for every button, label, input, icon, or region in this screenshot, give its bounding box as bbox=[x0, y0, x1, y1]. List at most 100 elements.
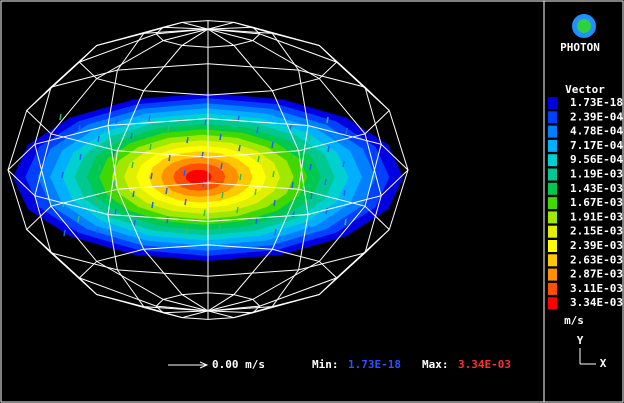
vector bbox=[95, 197, 98, 205]
wireframe bbox=[7, 28, 209, 312]
vector bbox=[219, 133, 222, 141]
legend-label: 2.39E-04 bbox=[570, 110, 623, 123]
legend-swatch bbox=[548, 211, 557, 224]
vector bbox=[257, 155, 260, 163]
vector bbox=[78, 124, 81, 132]
logo-icon bbox=[577, 19, 591, 33]
legend-label: 1.73E-18 bbox=[570, 96, 623, 109]
vector bbox=[77, 215, 80, 223]
reference-value: 0.00 m/s bbox=[212, 358, 265, 371]
vector bbox=[290, 152, 293, 160]
vector bbox=[239, 173, 242, 181]
vector bbox=[327, 145, 330, 153]
vector bbox=[167, 125, 170, 133]
vector bbox=[97, 135, 100, 143]
vector bbox=[184, 198, 187, 206]
vector bbox=[289, 123, 292, 131]
vector bbox=[271, 141, 274, 149]
legend-label: 1.19E-03 bbox=[570, 168, 623, 181]
vector bbox=[183, 169, 186, 177]
vector bbox=[61, 171, 64, 179]
legend-swatch bbox=[548, 197, 557, 210]
vector bbox=[98, 164, 101, 172]
legend-swatch bbox=[548, 182, 557, 195]
vector bbox=[166, 216, 169, 224]
vector bbox=[342, 160, 345, 168]
vector bbox=[221, 191, 224, 199]
legend-label: 7.17E-04 bbox=[570, 139, 623, 152]
legend-label: 2.15E-03 bbox=[570, 225, 623, 238]
wireframe bbox=[207, 28, 382, 314]
vector bbox=[345, 127, 348, 135]
wireframe bbox=[207, 26, 382, 312]
axis-label: Y bbox=[577, 334, 584, 347]
vector bbox=[236, 206, 239, 214]
contour bbox=[185, 169, 212, 185]
vector bbox=[185, 227, 188, 235]
vector bbox=[343, 189, 346, 197]
legend-label: 2.87E-03 bbox=[570, 268, 623, 281]
legend-label: 1.91E-03 bbox=[570, 210, 623, 223]
vector bbox=[344, 218, 347, 226]
vector bbox=[218, 224, 221, 232]
vector bbox=[151, 201, 154, 209]
wireframe bbox=[107, 28, 209, 319]
legend-swatch bbox=[548, 282, 557, 295]
wireframe bbox=[34, 26, 209, 312]
reference-arrow bbox=[199, 361, 209, 369]
legend-swatch bbox=[548, 125, 557, 138]
axis-indicator: Y X bbox=[577, 334, 607, 370]
min-label: Min: bbox=[312, 358, 339, 371]
vector bbox=[309, 163, 312, 171]
vector bbox=[326, 116, 329, 124]
vector bbox=[325, 207, 328, 215]
logo-text: PHOTON bbox=[560, 41, 600, 54]
legend-swatch bbox=[548, 225, 557, 238]
vector bbox=[63, 229, 66, 237]
legend-swatch bbox=[548, 240, 557, 252]
vector bbox=[203, 209, 206, 217]
vector bbox=[60, 142, 63, 150]
vector bbox=[292, 210, 295, 218]
vector bbox=[79, 153, 82, 161]
legend-swatch bbox=[548, 97, 557, 109]
vector bbox=[112, 150, 115, 158]
axis-label: X bbox=[600, 357, 607, 370]
vector bbox=[256, 126, 259, 134]
vector bbox=[238, 144, 241, 152]
footer: 0.00 m/s Min: 1.73E-18 Max: 3.34E-03 bbox=[168, 358, 511, 371]
vector bbox=[115, 117, 118, 125]
legend-label: 2.63E-03 bbox=[570, 253, 623, 266]
legend-label: 2.39E-03 bbox=[570, 239, 623, 252]
legend-swatch bbox=[548, 268, 557, 281]
vector bbox=[59, 113, 62, 121]
vector bbox=[308, 134, 311, 142]
vector bbox=[274, 228, 277, 236]
logo: PHOTON bbox=[560, 14, 600, 54]
vector bbox=[149, 143, 152, 151]
legend-swatch bbox=[548, 139, 557, 152]
vector bbox=[114, 208, 117, 216]
wireframe bbox=[207, 21, 309, 312]
legend-title: Vector bbox=[565, 83, 605, 96]
legend-swatch bbox=[548, 297, 557, 310]
legend: Vector 1.73E-182.39E-04 4.78E-047.17E-049… bbox=[548, 83, 623, 310]
wireframe bbox=[34, 28, 209, 314]
vector bbox=[133, 219, 136, 227]
vector bbox=[310, 192, 313, 200]
legend-unit: m/s bbox=[564, 314, 584, 327]
vector bbox=[165, 187, 168, 195]
legend-label: 1.67E-03 bbox=[570, 196, 623, 209]
vector bbox=[131, 161, 134, 169]
vector bbox=[150, 172, 153, 180]
vector bbox=[254, 188, 257, 196]
vector bbox=[62, 200, 65, 208]
legend-label: 1.43E-03 bbox=[570, 182, 623, 195]
legend-label: 3.34E-03 bbox=[570, 296, 623, 309]
vector bbox=[186, 136, 189, 144]
vector bbox=[291, 181, 294, 189]
plot bbox=[7, 20, 409, 320]
legend-swatch bbox=[548, 254, 557, 267]
